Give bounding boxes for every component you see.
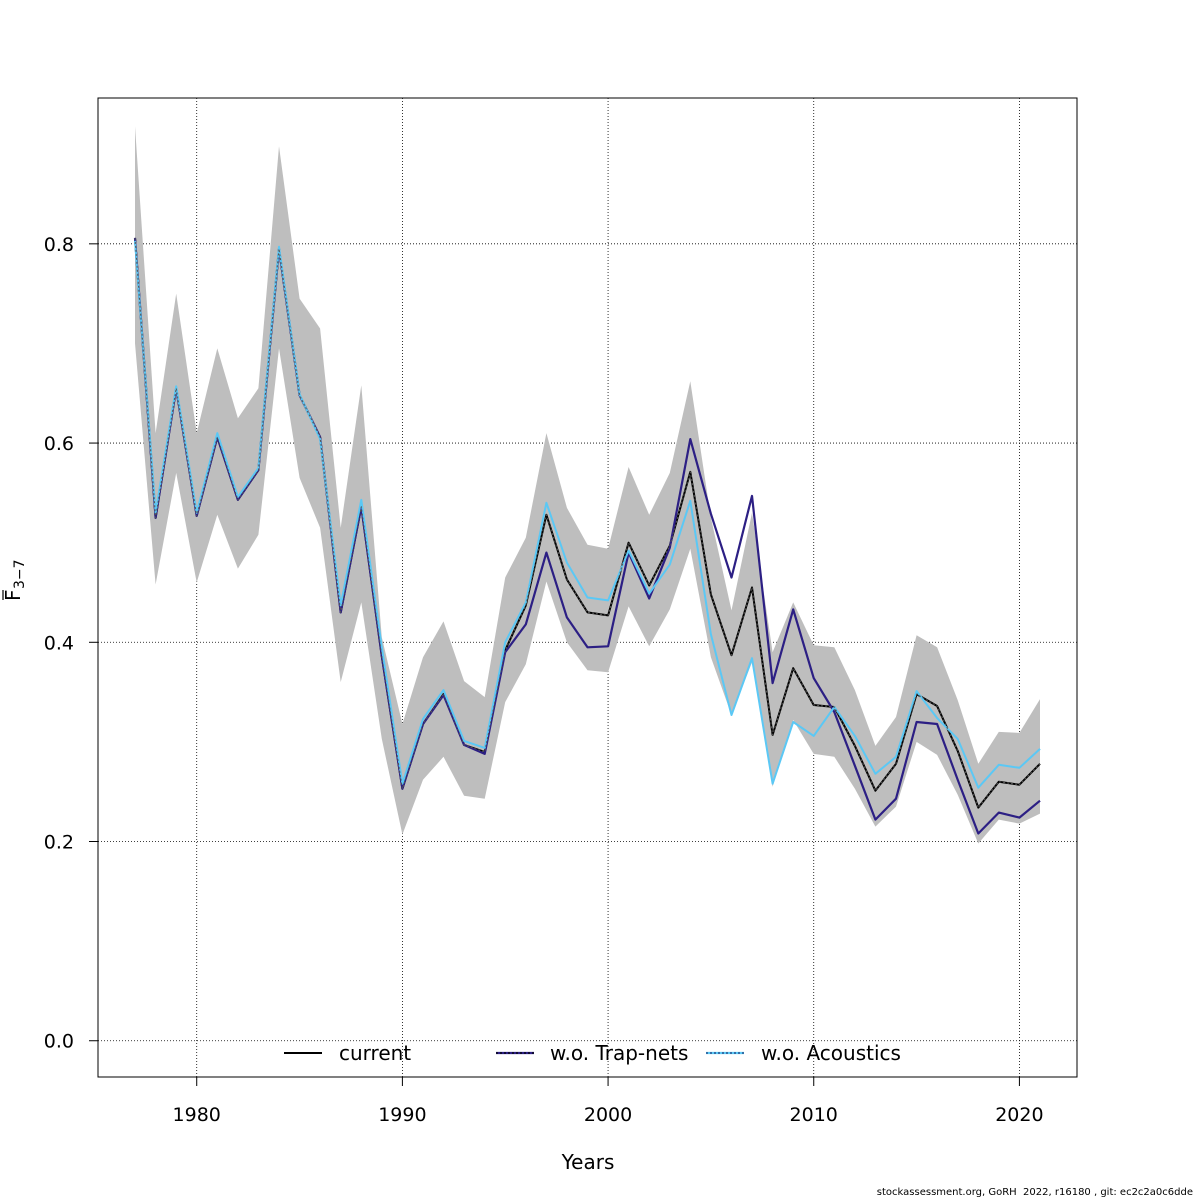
series-lines-layer [133,237,1041,835]
x-tick-label: 2010 [790,1104,838,1126]
legend-label-acoustics: w.o. Acoustics [761,1041,901,1065]
plot-frame [97,97,1078,1078]
x-axis-title: Years [561,1150,615,1174]
y-tick-label: 0.0 [44,1031,74,1053]
y-axis-title: F 3−7 [1,559,28,601]
confidence-band [135,126,1040,844]
y-tick-label: 0.2 [44,832,74,854]
legend: current w.o. Trap-nets w.o. Acoustics [284,1041,901,1065]
x-tick-label: 1990 [378,1104,426,1126]
series-line-acoustics [134,240,1041,789]
x-tick-label: 2020 [995,1104,1043,1126]
y-tick-label: 0.8 [44,234,74,256]
y-axis-title-main: F [1,589,25,601]
x-tick-label: 1980 [173,1104,221,1126]
y-axis: 0.0 0.2 0.4 0.6 0.8 [44,234,98,1053]
legend-label-current: current [339,1041,411,1065]
x-axis: 1980 1990 2000 2010 2020 [173,1077,1044,1126]
x-tick-label: 2000 [584,1104,632,1126]
y-axis-title-subscript: 3−7 [12,559,28,589]
y-tick-label: 0.4 [44,632,74,654]
y-tick-label: 0.6 [44,433,74,455]
footer-credit: stockassessment.org, GoRH 2022, r16180 ,… [876,1187,1193,1198]
confidence-band-layer [135,126,1040,844]
legend-label-trap-nets: w.o. Trap-nets [550,1041,688,1065]
series-line-current-dots [134,237,1041,809]
